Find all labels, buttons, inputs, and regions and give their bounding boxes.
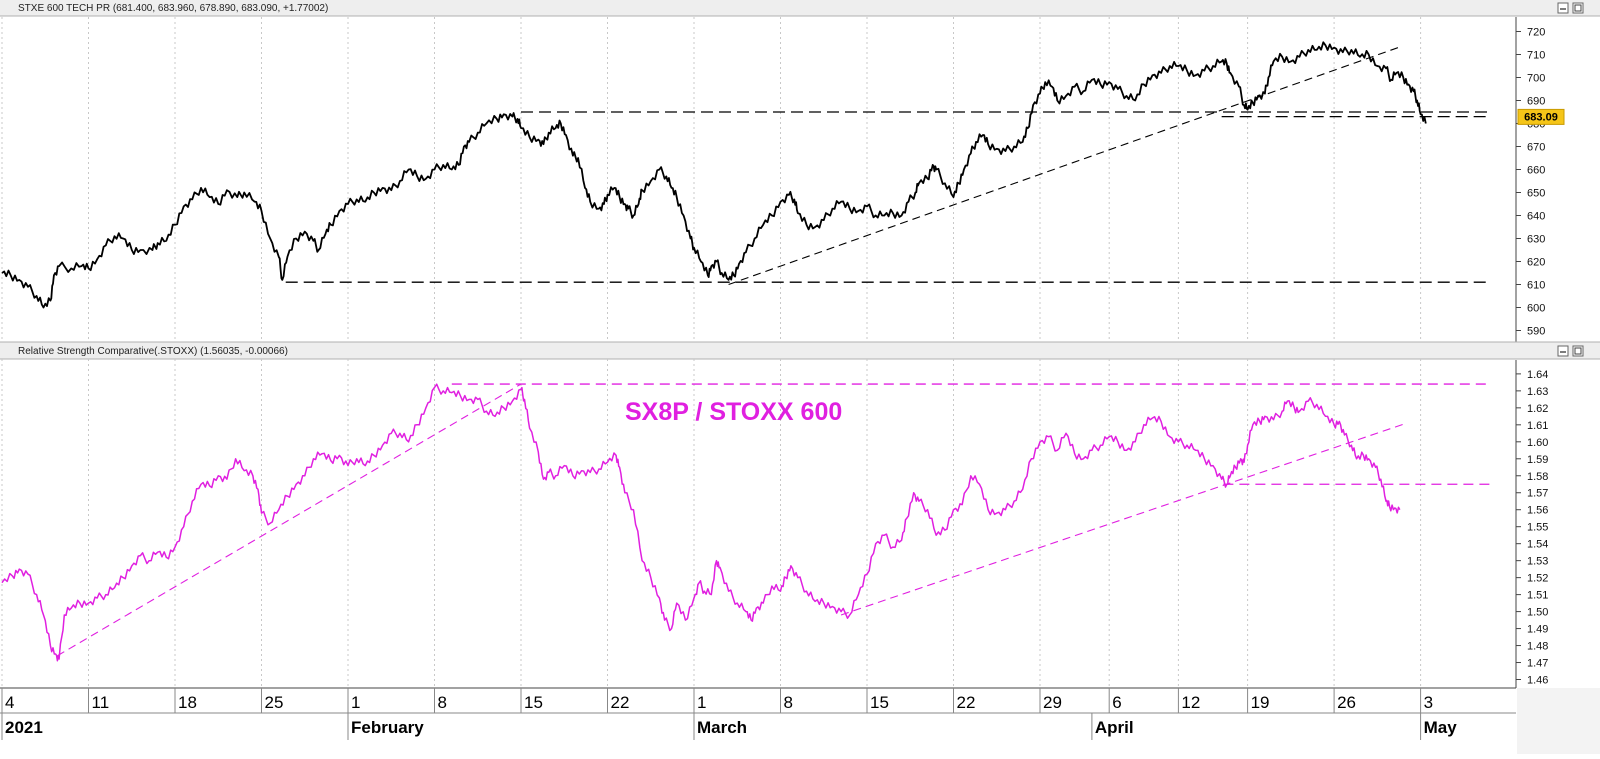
x-month-label: April	[1095, 718, 1134, 737]
y-tick-label: 630	[1527, 234, 1545, 246]
x-day-label: 19	[1251, 693, 1270, 712]
x-day-label: 22	[611, 693, 630, 712]
upper-panel-legend: STXE 600 TECH PR (681.400, 683.960, 678.…	[18, 3, 328, 14]
upper-panel-restore-icon[interactable]	[1557, 2, 1569, 14]
y-tick-label: 670	[1527, 142, 1545, 154]
rs-line	[1, 383, 1401, 662]
y-tick-label: 1.63	[1527, 386, 1548, 398]
lower-plot-area	[0, 360, 1516, 688]
x-day-label: 8	[784, 693, 793, 712]
y-tick-label: 640	[1527, 211, 1545, 223]
upper-y-axis-ticks: 5906006106206306406506606706806907007107…	[1516, 27, 1545, 338]
x-axis-area	[0, 688, 1516, 754]
y-tick-label: 1.48	[1527, 641, 1548, 653]
x-day-label: 1	[697, 693, 706, 712]
lower-panel-maximize-icon[interactable]	[1572, 345, 1584, 357]
upper-reference-lines	[285, 47, 1490, 286]
x-day-label: 1	[351, 693, 360, 712]
y-tick-label: 1.54	[1527, 539, 1548, 551]
y-tick-label: 1.60	[1527, 437, 1548, 449]
x-day-label: 15	[870, 693, 889, 712]
upper-gridlines	[1, 17, 1422, 342]
trend-line	[840, 422, 1407, 616]
y-tick-label: 650	[1527, 188, 1545, 200]
y-tick-label: 1.47	[1527, 658, 1548, 670]
y-tick-label: 1.58	[1527, 471, 1548, 483]
price-series	[1, 41, 1427, 309]
lower-panel-restore-icon[interactable]	[1557, 345, 1569, 357]
x-month-label: 2021	[5, 718, 43, 737]
y-tick-label: 1.46	[1527, 675, 1548, 687]
axis-corner	[1517, 688, 1600, 754]
x-day-label: 25	[265, 693, 284, 712]
x-day-label: 3	[1424, 693, 1433, 712]
x-month-label: February	[351, 718, 424, 737]
lower-reference-lines	[57, 383, 1490, 657]
y-tick-label: 1.52	[1527, 573, 1548, 585]
x-day-label: 29	[1043, 693, 1062, 712]
lower-panel-header	[0, 342, 1600, 359]
x-day-label: 11	[92, 693, 110, 712]
x-month-label: March	[697, 718, 747, 737]
x-day-label: 18	[178, 693, 197, 712]
x-day-label: 22	[957, 693, 976, 712]
x-day-label: 15	[524, 693, 543, 712]
last-value-label: 683.09	[1524, 111, 1558, 123]
lower-panel-legend: Relative Strength Comparative(.STOXX) (1…	[18, 346, 288, 357]
y-tick-label: 1.61	[1527, 420, 1548, 432]
y-tick-label: 1.56	[1527, 505, 1548, 517]
x-axis-day-labels: 4 11 18 25 1 8 15 22 1 8 15 22 29 6 12 19 26 3	[1, 688, 1433, 713]
relative-strength-series	[1, 383, 1401, 662]
x-month-label: May	[1424, 718, 1458, 737]
y-tick-label: 1.55	[1527, 522, 1548, 534]
y-tick-label: 1.51	[1527, 590, 1548, 602]
trend-line	[57, 383, 522, 657]
lower-y-axis-ticks: 1.46 1.47 1.48 1.49 1.50 1.51 1.52 1.53 1.54 1.55…	[1516, 369, 1548, 687]
y-tick-label: 1.50	[1527, 607, 1548, 619]
upper-panel-header	[0, 0, 1600, 16]
y-tick-label: 610	[1527, 280, 1545, 292]
y-tick-label: 720	[1527, 27, 1545, 39]
y-tick-label: 1.53	[1527, 556, 1548, 568]
x-day-label: 26	[1337, 693, 1356, 712]
x-day-label: 8	[438, 693, 447, 712]
upper-plot-area	[0, 17, 1516, 342]
y-tick-label: 590	[1527, 326, 1545, 338]
y-tick-label: 1.49	[1527, 624, 1548, 636]
y-tick-label: 1.57	[1527, 488, 1548, 500]
y-tick-label: 600	[1527, 303, 1545, 315]
price-line	[1, 41, 1427, 309]
y-tick-label: 660	[1527, 165, 1545, 177]
x-axis-month-labels: 2021 February March April May	[1, 713, 1458, 740]
upper-panel-maximize-icon[interactable]	[1572, 2, 1584, 14]
y-tick-label: 620	[1527, 257, 1545, 269]
x-day-label: 12	[1181, 693, 1200, 712]
trend-line	[728, 47, 1399, 286]
y-tick-label: 1.64	[1527, 369, 1548, 381]
x-day-label: 4	[5, 693, 14, 712]
y-tick-label: 1.62	[1527, 403, 1548, 415]
x-day-label: 6	[1112, 693, 1121, 712]
y-tick-label: 710	[1527, 50, 1545, 62]
y-tick-label: 690	[1527, 96, 1545, 108]
last-value-badge: 683.09	[1517, 108, 1565, 125]
pair-annotation: SX8P / STOXX 600	[625, 398, 842, 426]
y-tick-label: 1.59	[1527, 454, 1548, 466]
y-tick-label: 700	[1527, 73, 1545, 85]
